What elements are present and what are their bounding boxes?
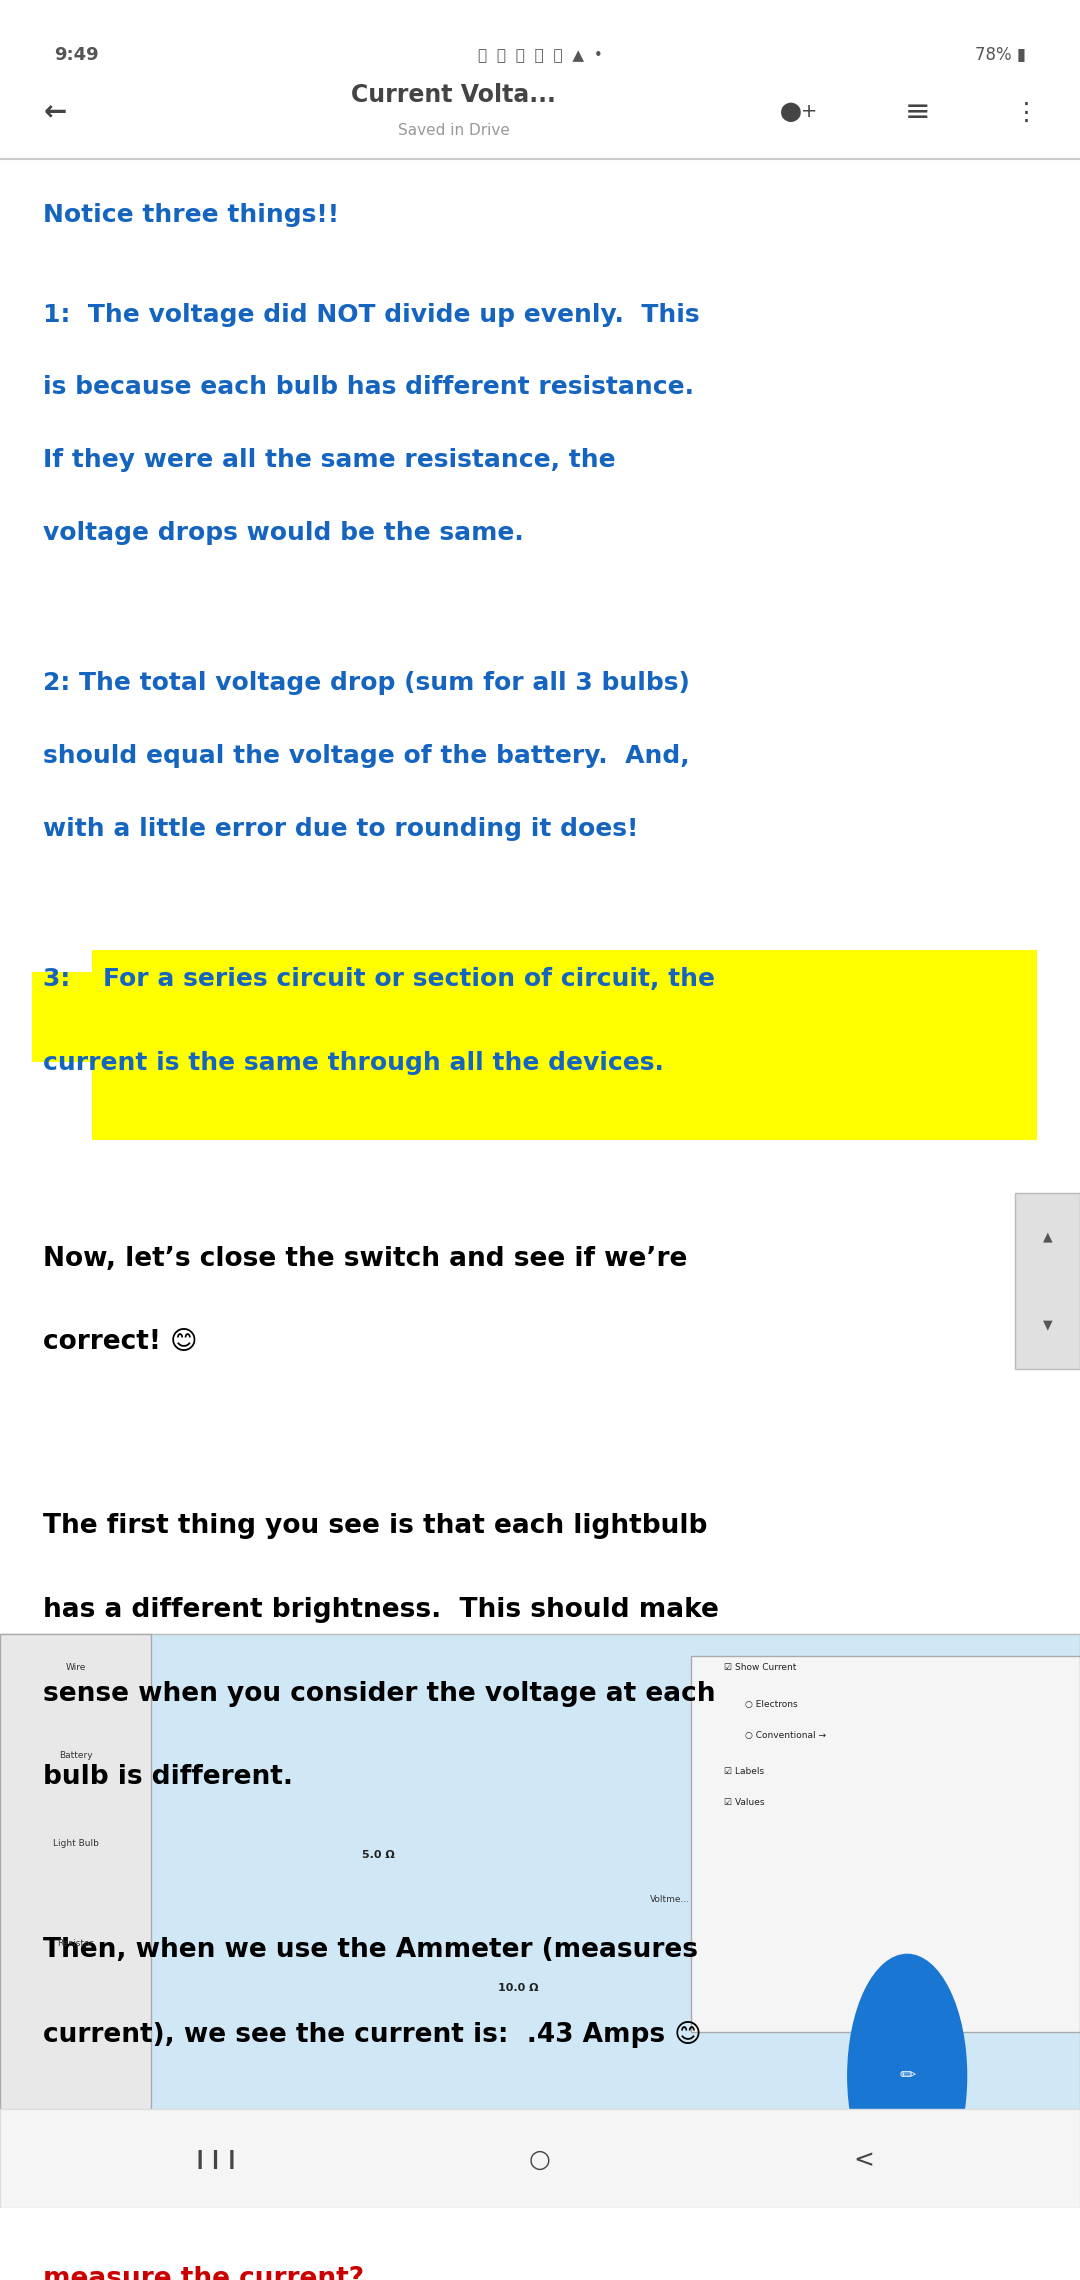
Text: ○: ○	[529, 2148, 551, 2173]
Text: 5.0 Ω: 5.0 Ω	[362, 1849, 394, 1860]
Text: ⬤+: ⬤+	[780, 103, 819, 123]
Text: If they were all the same resistance, the: If they were all the same resistance, th…	[43, 449, 616, 472]
Text: ☑ Labels: ☑ Labels	[724, 1767, 764, 1776]
FancyBboxPatch shape	[92, 948, 1037, 1140]
Text: Wire: Wire	[66, 1662, 85, 1671]
Text: ☑ Show Current: ☑ Show Current	[724, 1662, 796, 1671]
Text: ☑ Values: ☑ Values	[724, 1797, 765, 1806]
Text: current is the same through all the devices.: current is the same through all the devi…	[43, 1051, 664, 1076]
FancyBboxPatch shape	[1015, 1192, 1080, 1370]
Text: ⋮: ⋮	[1013, 100, 1039, 125]
Text: should equal the voltage of the battery.  And,: should equal the voltage of the battery.…	[43, 743, 690, 768]
Text: <: <	[853, 2148, 875, 2173]
Text: The first thing you see is that each lightbulb: The first thing you see is that each lig…	[43, 1512, 707, 1539]
Text: correct! 😊: correct! 😊	[43, 1329, 198, 1354]
Text: Resistor: Resistor	[57, 1938, 94, 1947]
Text: ⏳          ▲  •: ⏳     ▲ •	[477, 48, 603, 64]
Text: Voltme...: Voltme...	[649, 1895, 690, 1904]
Text: Current Volta...: Current Volta...	[351, 82, 556, 107]
Text: ≡: ≡	[905, 98, 931, 128]
Text: has a different brightness.  This should make: has a different brightness. This should …	[43, 1596, 719, 1623]
Text: ○ Electrons: ○ Electrons	[745, 1701, 798, 1710]
Text: bulb is different.: bulb is different.	[43, 1765, 293, 1790]
Text: 78% ▮: 78% ▮	[975, 46, 1026, 64]
Circle shape	[848, 1954, 967, 2198]
Text: 9:49: 9:49	[54, 46, 98, 64]
Text: sense when you consider the voltage at each: sense when you consider the voltage at e…	[43, 1680, 716, 1705]
Text: 2: The total voltage drop (sum for all 3 bulbs): 2: The total voltage drop (sum for all 3…	[43, 670, 690, 695]
Text: voltage drops would be the same.: voltage drops would be the same.	[43, 522, 524, 545]
Text: is because each bulb has different resistance.: is because each bulb has different resis…	[43, 376, 694, 399]
Text: Now, let’s close the switch and see if we’re: Now, let’s close the switch and see if w…	[43, 1245, 688, 1272]
Text: Saved in Drive: Saved in Drive	[397, 123, 510, 137]
FancyBboxPatch shape	[0, 1635, 1080, 2209]
Text: Light Bulb: Light Bulb	[53, 1840, 98, 1849]
Text: 1:  The voltage did NOT divide up evenly.  This: 1: The voltage did NOT divide up evenly.…	[43, 303, 700, 326]
FancyBboxPatch shape	[0, 2109, 1080, 2209]
Text: ○ Conventional →: ○ Conventional →	[745, 1731, 826, 1740]
Text: current), we see the current is:  .43 Amps 😊: current), we see the current is: .43 Amp…	[43, 2020, 702, 2047]
Text: Question:  Why does it not matter where we: Question: Why does it not matter where w…	[43, 2182, 703, 2207]
FancyBboxPatch shape	[0, 1635, 151, 2209]
Text: For a series circuit or section of circuit, the: For a series circuit or section of circu…	[103, 967, 715, 992]
Text: with a little error due to rounding it does!: with a little error due to rounding it d…	[43, 816, 638, 841]
Text: 10.0 Ω: 10.0 Ω	[498, 1984, 539, 1993]
Text: ❙❙❙: ❙❙❙	[191, 2150, 241, 2168]
FancyBboxPatch shape	[32, 971, 1037, 1062]
Text: measure the current?: measure the current?	[43, 2266, 364, 2280]
Text: Battery: Battery	[58, 1751, 93, 1760]
FancyBboxPatch shape	[691, 1655, 1080, 2031]
Text: ←: ←	[43, 98, 67, 128]
Text: ▼: ▼	[1043, 1318, 1052, 1332]
Text: ✏: ✏	[899, 2066, 916, 2086]
Text: ▲: ▲	[1043, 1231, 1052, 1243]
Text: Notice three things!!: Notice three things!!	[43, 203, 339, 228]
Text: 3:: 3:	[43, 967, 87, 992]
Text: Then, when we use the Ammeter (measures: Then, when we use the Ammeter (measures	[43, 1936, 698, 1963]
